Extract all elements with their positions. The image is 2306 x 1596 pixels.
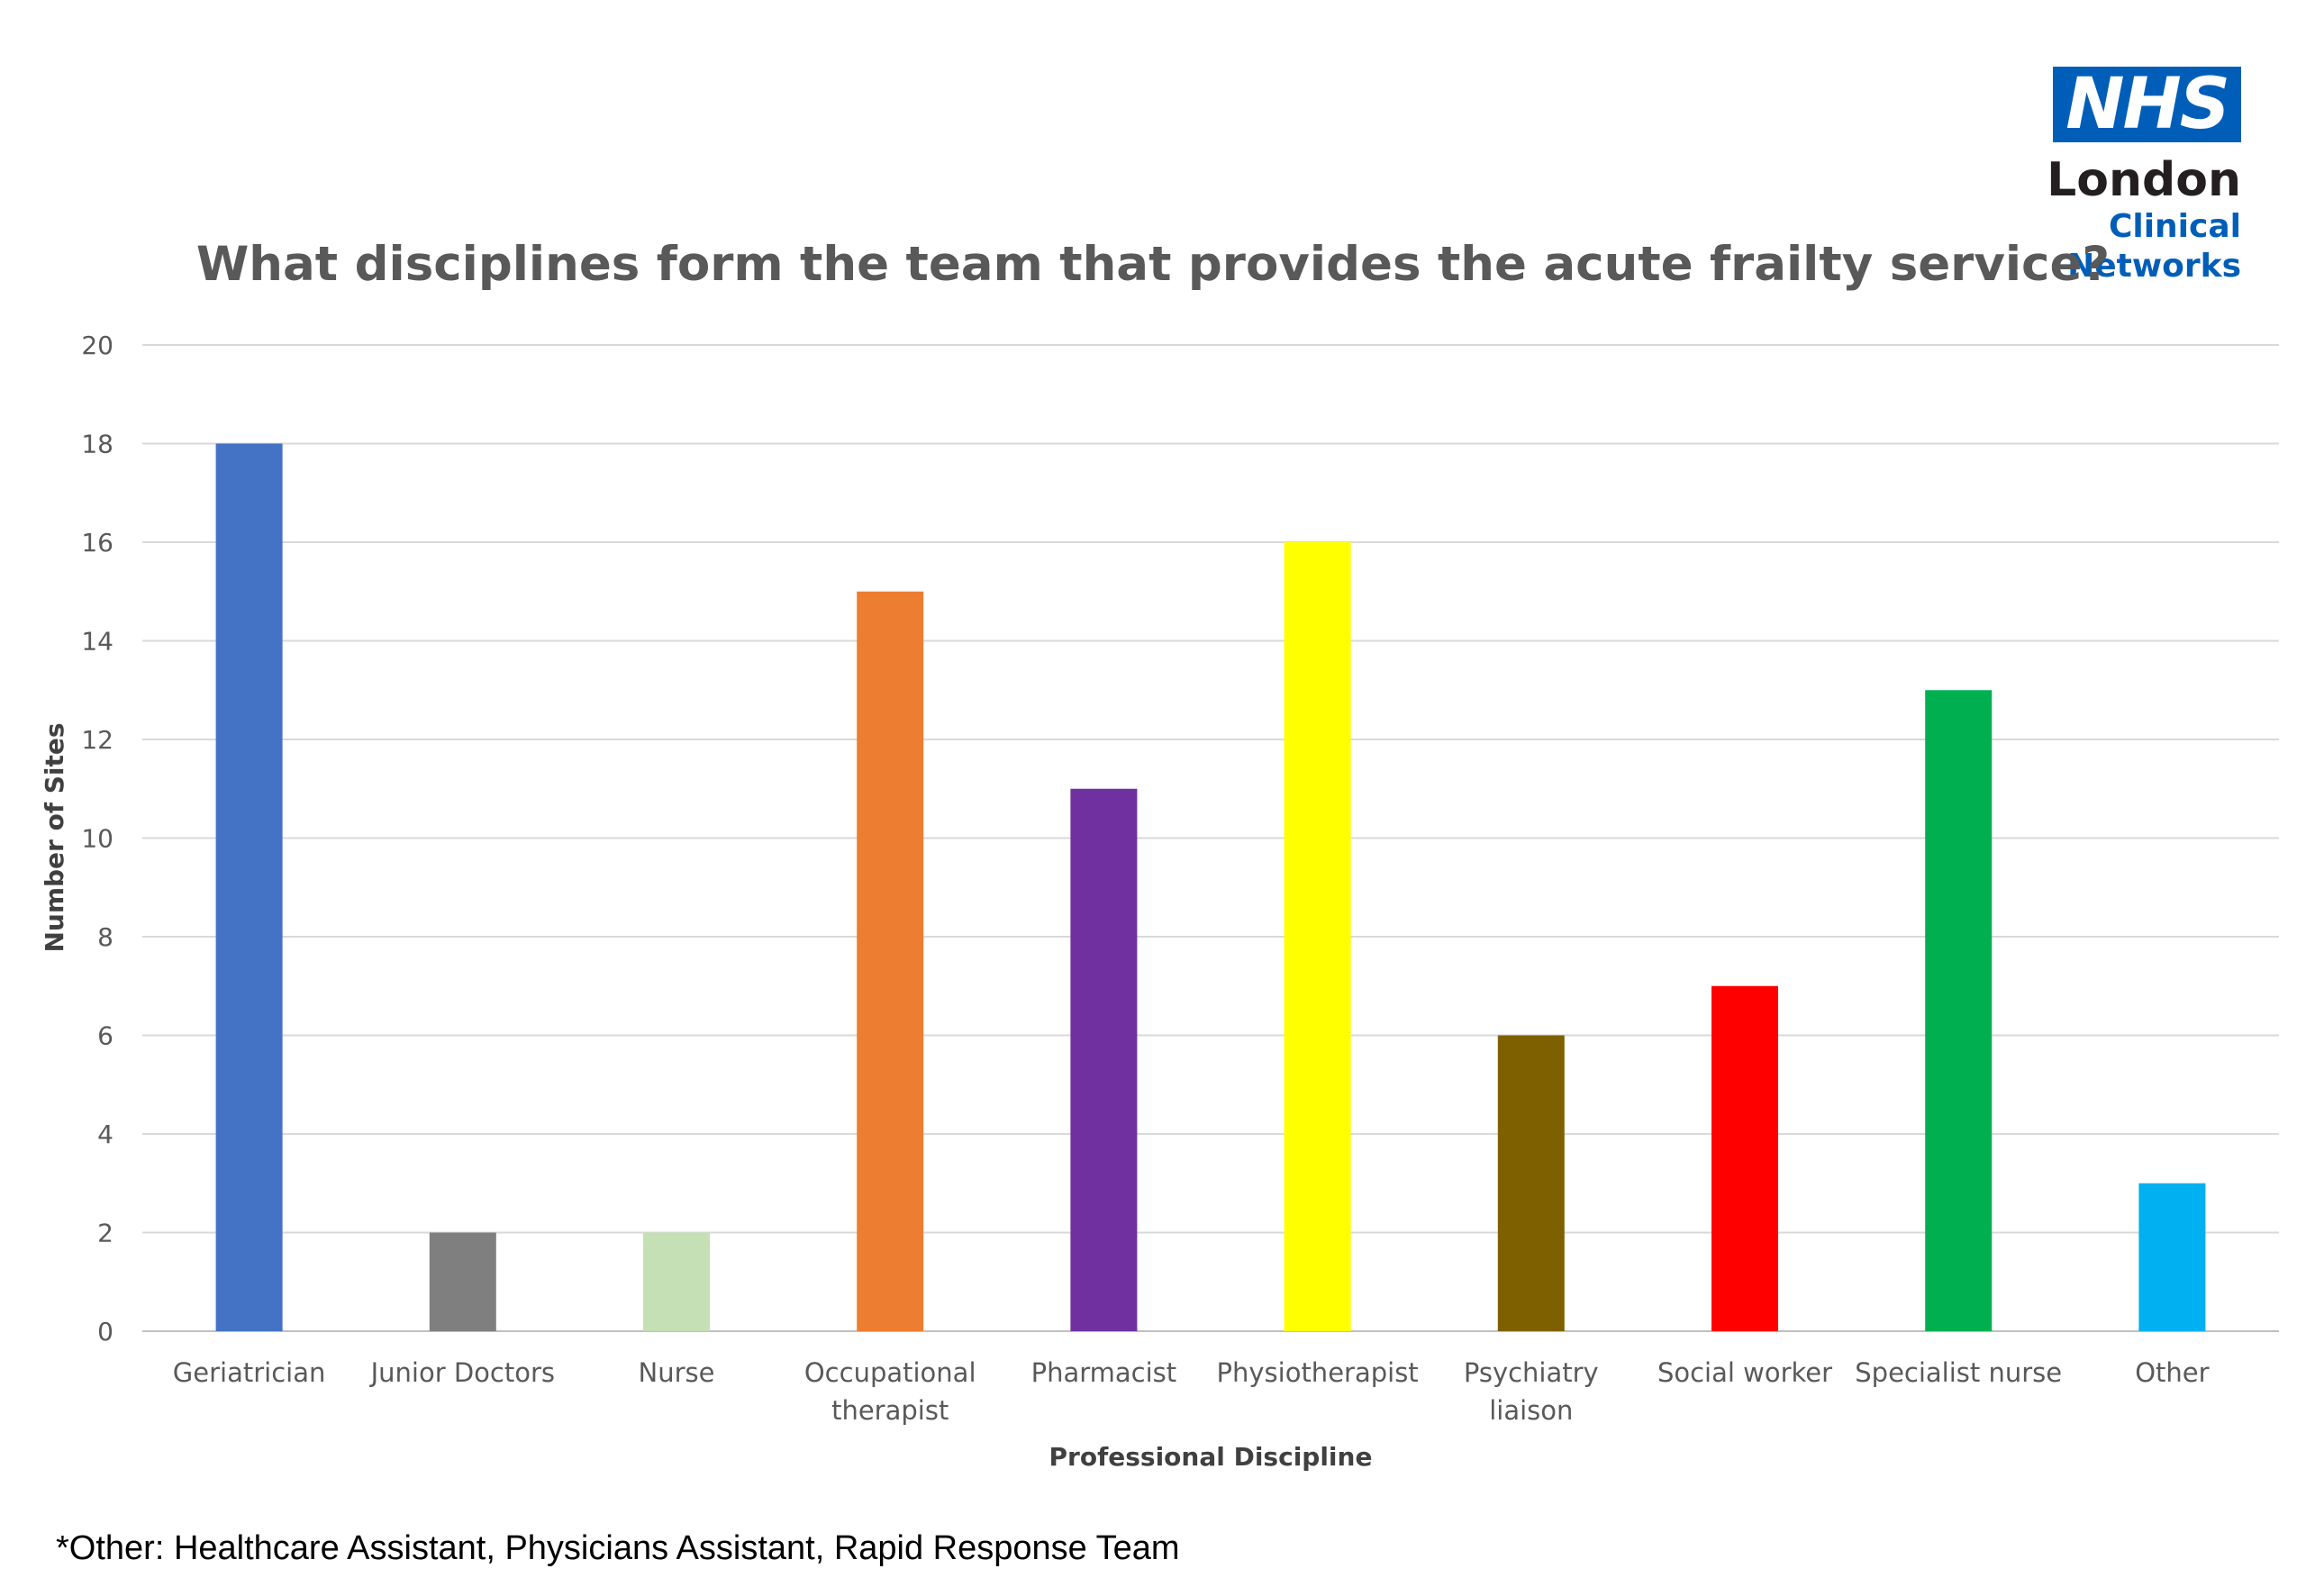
- y-tick-label: 2: [97, 1219, 113, 1248]
- logo-region: London: [2047, 153, 2241, 207]
- y-tick-label: 18: [81, 430, 113, 459]
- x-axis-title: Professional Discipline: [1049, 1442, 1373, 1472]
- x-category-label: Occupational: [804, 1357, 976, 1388]
- y-tick-label: 12: [81, 725, 113, 755]
- bar: [1497, 1035, 1565, 1331]
- x-axis-categories: Geriatrician Junior Doctors Nurse Occupatio…: [173, 1357, 2210, 1426]
- x-category-label: liaison: [1489, 1395, 1573, 1426]
- bar: [1284, 542, 1351, 1331]
- x-category-label: Pharmacist: [1031, 1357, 1177, 1388]
- logo-network: Clinical Networks: [2067, 208, 2241, 285]
- footnote: *Other: Healthcare Assistant, Physicians…: [56, 1529, 1180, 1567]
- y-tick-label: 0: [97, 1317, 113, 1347]
- y-tick-label: 16: [81, 528, 113, 558]
- bar: [429, 1232, 496, 1331]
- nhs-london-logo: NHS London Clinical Networks: [1962, 67, 2241, 286]
- bar: [857, 591, 924, 1331]
- x-category-label: Geriatrician: [173, 1357, 326, 1388]
- y-tick-label: 14: [81, 627, 113, 657]
- x-category-label: Junior Doctors: [369, 1357, 555, 1388]
- y-tick-label: 8: [97, 922, 113, 952]
- bar-chart: 0 2 4 6 8 10 12 14 16 18 20 Geriatrician Junior Doc…: [40, 331, 2279, 1472]
- gridlines: [142, 344, 2279, 1332]
- bars: [215, 443, 2206, 1331]
- y-axis-ticks: 0 2 4 6 8 10 12 14 16 18 20: [81, 331, 113, 1347]
- x-category-label: Specialist nurse: [1855, 1357, 2062, 1388]
- y-tick-label: 10: [81, 824, 113, 854]
- y-tick-label: 20: [81, 331, 113, 360]
- y-tick-label: 4: [97, 1120, 113, 1149]
- y-axis-title: Number of Sites: [40, 722, 69, 952]
- x-category-label: Other: [2135, 1357, 2209, 1388]
- bar: [1925, 690, 1993, 1331]
- x-category-label: Nurse: [639, 1357, 715, 1388]
- bar: [215, 443, 283, 1331]
- bar: [2138, 1183, 2206, 1331]
- y-tick-label: 6: [97, 1021, 113, 1051]
- x-category-label: Psychiatry: [1464, 1357, 1599, 1388]
- bar: [1070, 788, 1138, 1331]
- nhs-logo-mark: NHS: [2053, 67, 2241, 142]
- x-category-label: Physiotherapist: [1217, 1357, 1419, 1388]
- chart-title: What disciplines form the team that prov…: [195, 237, 2111, 292]
- x-category-label: Social worker: [1657, 1357, 1832, 1388]
- x-category-label: therapist: [831, 1395, 949, 1426]
- bar: [1711, 985, 1778, 1331]
- bar: [643, 1232, 710, 1331]
